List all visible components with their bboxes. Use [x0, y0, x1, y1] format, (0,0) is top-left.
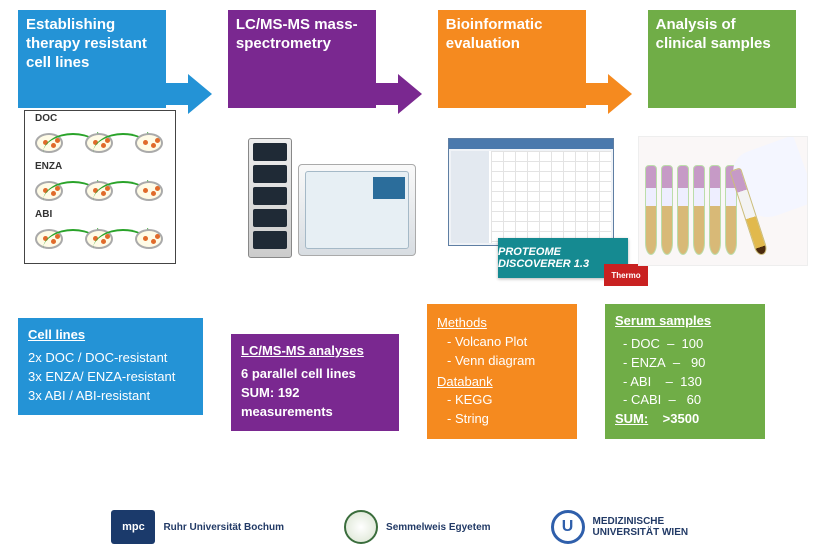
logo-text: MEDIZINISCHE UNIVERSITÄT WIEN: [593, 516, 703, 538]
bioinformatics-software-icon: PROTEOME DISCOVERER 1.3 Thermo: [448, 138, 618, 278]
petri-dish-icon: [135, 133, 163, 153]
university-seal-icon: [344, 510, 378, 544]
dish-row: DOC: [31, 115, 169, 161]
detail-item: SUM: 192 measurements: [241, 385, 333, 419]
serum-label: ABI: [630, 374, 651, 389]
serum-label: DOC: [631, 336, 660, 351]
detail-boxes: Cell lines 2x DOC / DOC-resistant 3x ENZ…: [18, 304, 796, 439]
petri-dish-icon: [135, 181, 163, 201]
mass-spectrometer-icon: [248, 138, 418, 268]
arrow-icon: [368, 74, 426, 114]
section-title: Databank: [437, 373, 567, 392]
detail-title: Cell lines: [28, 326, 193, 345]
logo-text: Ruhr Universität Bochum: [163, 522, 284, 533]
serum-label: CABI: [631, 392, 661, 407]
header-box-cell-lines: Establishing therapy resistant cell line…: [18, 10, 166, 108]
mpc-logo-icon: mpc: [111, 510, 155, 544]
detail-item: Venn diagram: [455, 353, 535, 368]
serum-tubes-icon: [638, 136, 808, 266]
detail-cell-lines: Cell lines 2x DOC / DOC-resistant 3x ENZ…: [18, 318, 203, 415]
header-title: Bioinformatic evaluation: [446, 16, 543, 52]
detail-item: Volcano Plot: [455, 334, 527, 349]
serum-value: 130: [680, 374, 702, 389]
section-title: Methods: [437, 314, 567, 333]
serum-value: 100: [682, 336, 704, 351]
sum-label: SUM:: [615, 411, 648, 426]
detail-title: LC/MS-MS analyses: [241, 342, 389, 361]
detail-item: KEGG: [455, 392, 493, 407]
dish-row: ENZA: [31, 163, 169, 209]
header-title: Establishing therapy resistant cell line…: [26, 16, 147, 71]
detail-bioinfo: Methods - Volcano Plot - Venn diagram Da…: [427, 304, 577, 439]
header-box-lcms: LC/MS-MS mass-spectrometry: [228, 10, 376, 108]
detail-item: 3x ENZA/ ENZA-resistant: [28, 368, 193, 387]
detail-item: 2x DOC / DOC-resistant: [28, 349, 193, 368]
proteome-discoverer-logo: PROTEOME DISCOVERER 1.3 Thermo: [498, 238, 628, 278]
meduniwien-logo-icon: U: [551, 510, 585, 544]
detail-item: String: [455, 411, 489, 426]
detail-item: 3x ABI / ABI-resistant: [28, 387, 193, 406]
logo-meduniwien: U MEDIZINISCHE UNIVERSITÄT WIEN: [551, 510, 703, 544]
affiliation-logos: mpc Ruhr Universität Bochum Semmelweis E…: [0, 510, 814, 544]
serum-label: ENZA: [631, 355, 666, 370]
detail-item: 6 parallel cell lines: [241, 366, 356, 381]
dish-row: ABI: [31, 211, 169, 257]
header-title: Analysis of clinical samples: [656, 16, 771, 52]
detail-title: Serum samples: [615, 312, 755, 331]
serum-value: 60: [687, 392, 701, 407]
detail-lcms: LC/MS-MS analyses 6 parallel cell lines …: [231, 334, 399, 431]
serum-value: 90: [691, 355, 705, 370]
arrow-icon: [578, 74, 636, 114]
dish-label: ABI: [35, 209, 52, 220]
header-title: LC/MS-MS mass-spectrometry: [236, 16, 358, 52]
detail-serum: Serum samples - DOC – 100 - ENZA – 90 - …: [605, 304, 765, 439]
logo-text: Semmelweis Egyetem: [386, 522, 491, 533]
illustration-row: DOC ENZA ABI: [18, 118, 796, 298]
petri-dish-panel: DOC ENZA ABI: [24, 110, 176, 264]
workflow-headers: Establishing therapy resistant cell line…: [0, 0, 814, 108]
logo-semmelweis: Semmelweis Egyetem: [344, 510, 491, 544]
header-box-bioinfo: Bioinformatic evaluation: [438, 10, 586, 108]
dish-label: DOC: [35, 113, 57, 124]
header-box-clinical: Analysis of clinical samples: [648, 10, 796, 108]
arrow-icon: [158, 74, 216, 114]
thermo-logo: Thermo: [604, 264, 648, 286]
dish-label: ENZA: [35, 161, 62, 172]
sum-value: >3500: [663, 411, 700, 426]
petri-dish-icon: [135, 229, 163, 249]
logo-rub: mpc Ruhr Universität Bochum: [111, 510, 284, 544]
